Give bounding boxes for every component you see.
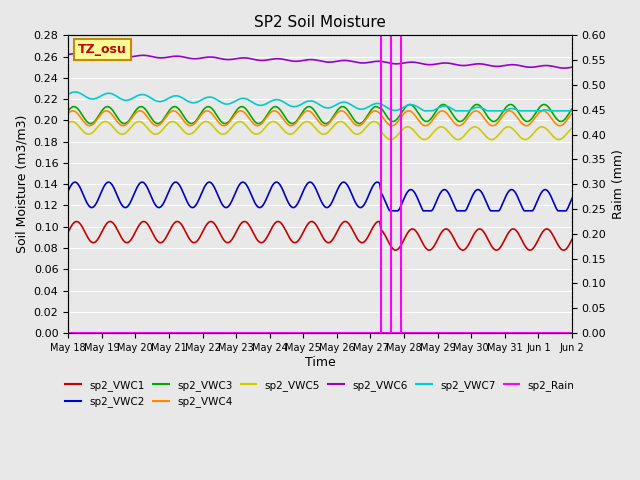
Y-axis label: Soil Moisture (m3/m3): Soil Moisture (m3/m3) — [15, 115, 28, 253]
Legend: sp2_VWC1, sp2_VWC2, sp2_VWC3, sp2_VWC4, sp2_VWC5, sp2_VWC6, sp2_VWC7, sp2_Rain: sp2_VWC1, sp2_VWC2, sp2_VWC3, sp2_VWC4, … — [61, 376, 579, 411]
Y-axis label: Raim (mm): Raim (mm) — [612, 149, 625, 219]
Title: SP2 Soil Moisture: SP2 Soil Moisture — [254, 15, 386, 30]
Text: TZ_osu: TZ_osu — [78, 43, 127, 56]
X-axis label: Time: Time — [305, 356, 335, 369]
